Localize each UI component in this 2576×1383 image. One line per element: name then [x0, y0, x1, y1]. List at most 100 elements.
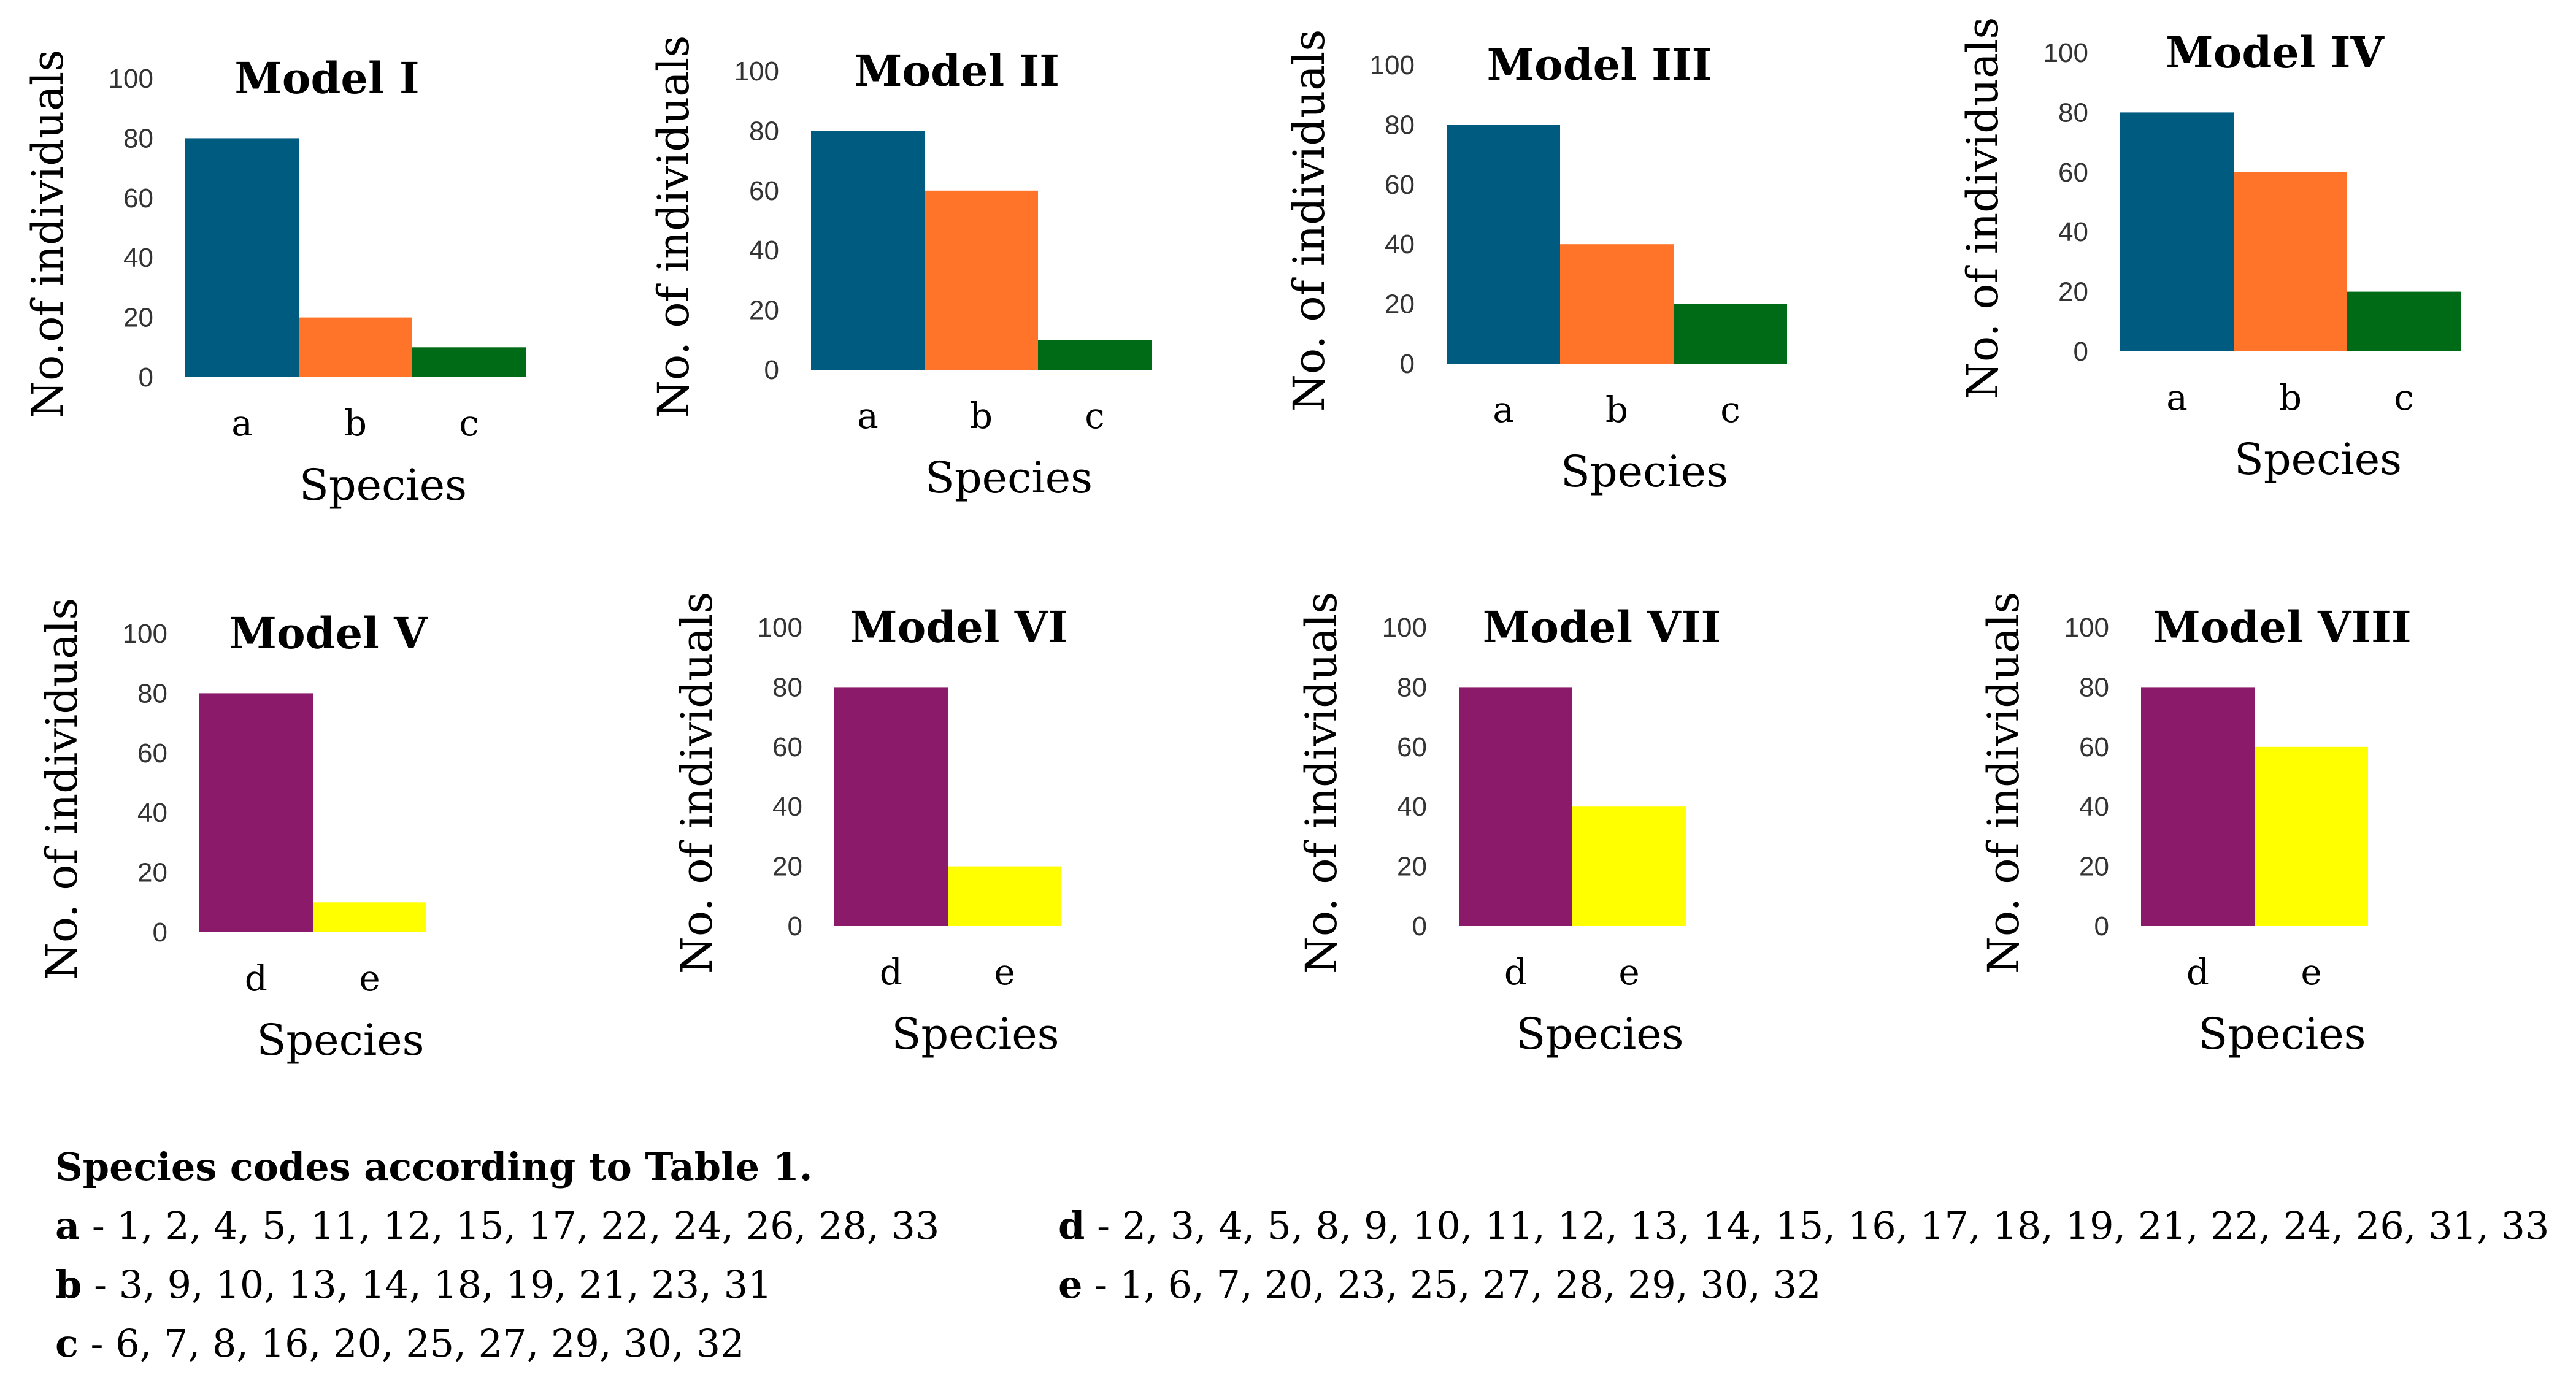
- bar-e: [313, 902, 426, 932]
- x-category-label: b: [2279, 377, 2302, 418]
- y-tick-label: 40: [123, 243, 153, 273]
- y-tick-label: 100: [109, 64, 153, 94]
- x-axis-label: Species: [2234, 434, 2402, 485]
- legend-values: - 6, 7, 8, 16, 20, 25, 27, 29, 30, 32: [78, 1321, 745, 1366]
- y-tick-label: 0: [2094, 911, 2109, 941]
- legend-values: - 1, 2, 4, 5, 11, 12, 15, 17, 22, 24, 26…: [80, 1203, 940, 1248]
- y-axis-label: No. of individuals: [1958, 17, 2008, 400]
- y-tick-label: 60: [1385, 170, 1415, 200]
- y-tick-label: 0: [788, 911, 802, 941]
- bar-a: [811, 131, 925, 370]
- y-tick-label: 80: [137, 678, 167, 708]
- bar-c: [1038, 340, 1152, 370]
- y-tick-label: 100: [2043, 38, 2088, 68]
- x-axis-label: Species: [299, 460, 467, 510]
- x-category-label: d: [2186, 951, 2209, 993]
- legend-title: Species codes according to Table 1.: [55, 1144, 813, 1189]
- x-category-label: c: [1085, 395, 1104, 437]
- legend-code: a: [55, 1203, 80, 1248]
- legend-code: e: [1058, 1262, 1083, 1307]
- legend-values: - 1, 6, 7, 20, 23, 25, 27, 28, 29, 30, 3…: [1082, 1262, 1821, 1307]
- chart-title: Model VII: [1483, 602, 1721, 653]
- x-category-label: e: [994, 951, 1015, 993]
- y-tick-label: 100: [123, 619, 167, 649]
- x-category-label: a: [231, 402, 253, 444]
- x-category-label: d: [1504, 951, 1527, 993]
- x-category-label: c: [459, 402, 479, 444]
- y-tick-label: 60: [749, 176, 779, 206]
- y-axis-label: No. of individuals: [672, 592, 722, 975]
- legend-code: b: [55, 1262, 82, 1307]
- y-tick-label: 60: [772, 732, 802, 762]
- y-tick-label: 100: [1382, 613, 1427, 643]
- x-category-label: d: [880, 951, 902, 993]
- y-tick-label: 20: [2058, 277, 2088, 307]
- y-axis-label: No. of individuals: [648, 36, 699, 418]
- y-tick-label: 80: [1397, 672, 1427, 702]
- x-category-label: b: [1605, 389, 1628, 431]
- y-tick-label: 80: [2058, 98, 2088, 128]
- y-tick-label: 20: [2079, 852, 2109, 882]
- chart-title: Model IV: [2166, 27, 2385, 78]
- legend-values: - 3, 9, 10, 13, 14, 18, 19, 21, 23, 31: [82, 1262, 772, 1307]
- y-tick-label: 100: [2064, 613, 2109, 643]
- y-tick-label: 100: [1370, 50, 1415, 80]
- y-tick-label: 0: [764, 355, 779, 385]
- chart-title: Model VIII: [2153, 602, 2411, 653]
- y-tick-label: 0: [139, 362, 153, 393]
- y-tick-label: 20: [749, 296, 779, 326]
- bar-b: [2234, 172, 2347, 351]
- x-category-label: a: [2166, 377, 2188, 418]
- bar-e: [2255, 746, 2368, 926]
- y-axis-label: No.of individuals: [23, 50, 73, 418]
- y-tick-label: 80: [772, 672, 802, 702]
- y-tick-label: 100: [734, 56, 779, 86]
- x-axis-label: Species: [925, 453, 1093, 503]
- y-tick-label: 40: [1397, 792, 1427, 822]
- y-tick-label: 60: [137, 738, 167, 768]
- chart-title: Model III: [1487, 39, 1712, 90]
- legend-code: c: [55, 1321, 79, 1366]
- legend-item-a: a - 1, 2, 4, 5, 11, 12, 15, 17, 22, 24, …: [55, 1197, 939, 1255]
- y-tick-label: 20: [772, 852, 802, 882]
- legend-item-e: e - 1, 6, 7, 20, 23, 25, 27, 28, 29, 30,…: [1058, 1255, 1821, 1314]
- y-tick-label: 80: [1385, 110, 1415, 140]
- y-tick-label: 60: [2058, 158, 2088, 188]
- y-tick-label: 40: [749, 236, 779, 266]
- y-tick-label: 40: [1385, 229, 1415, 259]
- bar-e: [948, 866, 1061, 926]
- x-axis-label: Species: [256, 1015, 424, 1065]
- y-tick-label: 20: [137, 858, 167, 888]
- x-category-label: c: [1720, 389, 1740, 431]
- y-tick-label: 80: [123, 123, 153, 153]
- y-tick-label: 0: [1400, 349, 1415, 379]
- y-tick-label: 80: [2079, 672, 2109, 702]
- x-category-label: e: [2301, 951, 2321, 993]
- legend-item-b: b - 3, 9, 10, 13, 14, 18, 19, 21, 23, 31: [55, 1255, 772, 1314]
- y-axis-label: No. of individuals: [37, 598, 87, 981]
- x-axis-label: Species: [1561, 446, 1728, 497]
- y-tick-label: 80: [749, 116, 779, 146]
- chart-title: Model V: [229, 608, 429, 659]
- bar-c: [1674, 304, 1787, 364]
- y-tick-label: 20: [1397, 852, 1427, 882]
- bar-a: [185, 138, 299, 377]
- model-charts-figure: Model I 0 20 40 60 80 100 a b c Species No.of indiv…: [23, 17, 2461, 1065]
- x-category-label: b: [344, 402, 367, 444]
- bar-c: [412, 347, 526, 377]
- x-category-label: c: [2394, 377, 2413, 418]
- y-tick-label: 40: [772, 792, 802, 822]
- bar-c: [2347, 291, 2461, 351]
- y-axis-label: No. of individuals: [1284, 29, 1334, 412]
- y-tick-label: 0: [1412, 911, 1427, 941]
- y-tick-label: 40: [137, 798, 167, 828]
- x-category-label: a: [1493, 389, 1514, 431]
- chart-title: Model VI: [850, 602, 1068, 653]
- x-axis-label: Species: [2198, 1009, 2366, 1059]
- y-tick-label: 100: [758, 613, 802, 643]
- x-category-label: e: [359, 957, 380, 999]
- x-axis-label: Species: [891, 1009, 1059, 1059]
- legend-item-d: d - 2, 3, 4, 5, 8, 9, 10, 11, 12, 13, 14…: [1058, 1197, 2549, 1255]
- y-tick-label: 40: [2058, 217, 2088, 247]
- bar-d: [199, 693, 313, 932]
